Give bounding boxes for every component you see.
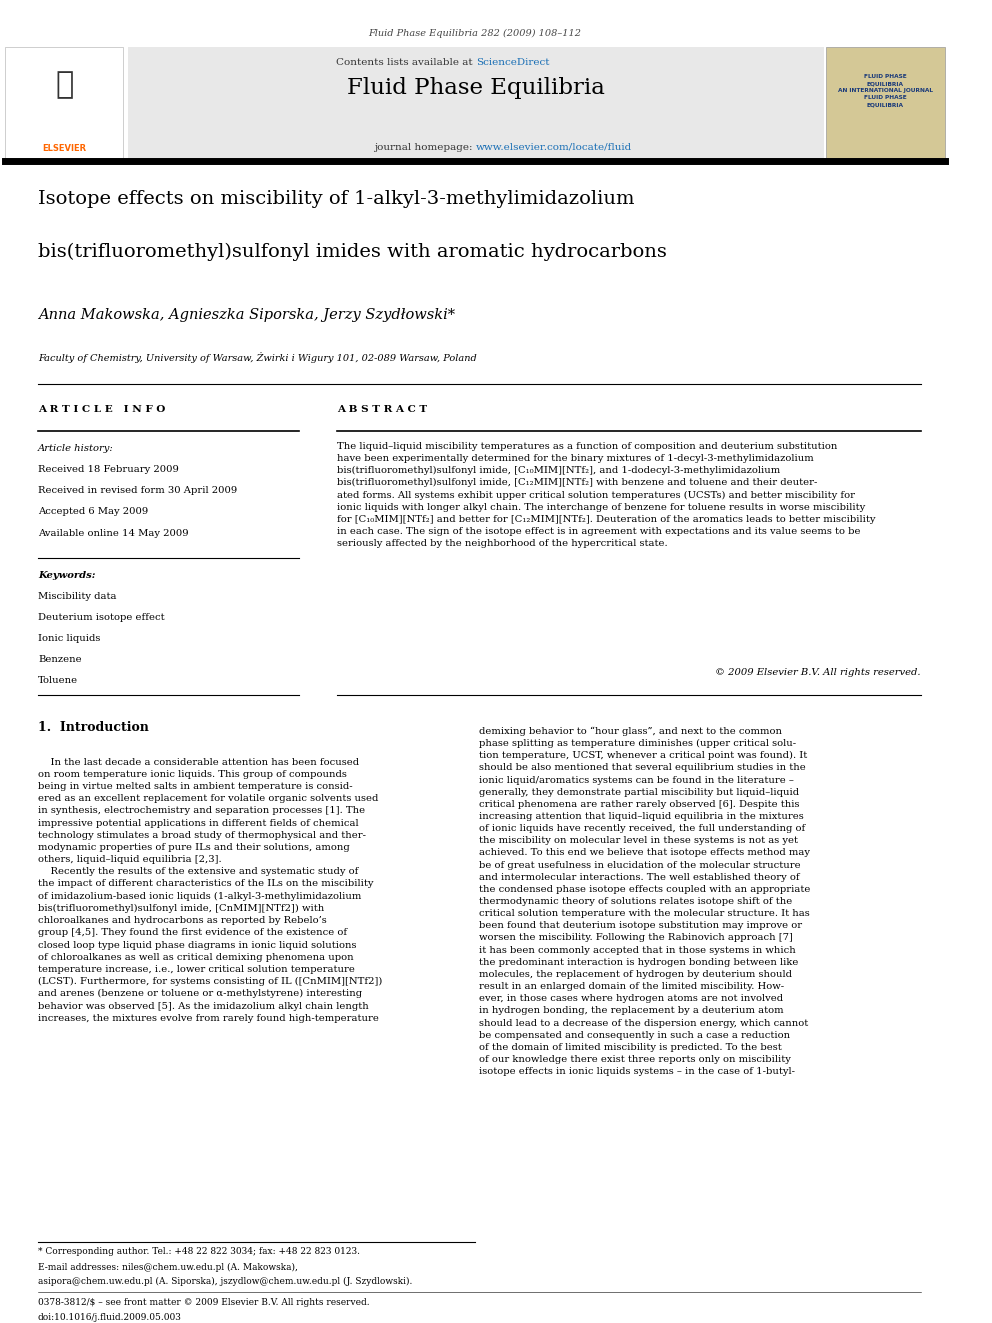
Text: © 2009 Elsevier B.V. All rights reserved.: © 2009 Elsevier B.V. All rights reserved… — [715, 668, 921, 677]
Text: Deuterium isotope effect: Deuterium isotope effect — [38, 613, 165, 622]
Text: The liquid–liquid miscibility temperatures as a function of composition and deut: The liquid–liquid miscibility temperatur… — [337, 442, 876, 548]
Text: * Corresponding author. Tel.: +48 22 822 3034; fax: +48 22 823 0123.: * Corresponding author. Tel.: +48 22 822… — [38, 1246, 360, 1256]
Text: 🌲: 🌲 — [56, 70, 73, 99]
Text: Received 18 February 2009: Received 18 February 2009 — [38, 466, 179, 474]
Text: Anna Makowska, Agnieszka Siporska, Jerzy Szydłowski*: Anna Makowska, Agnieszka Siporska, Jerzy… — [38, 308, 455, 323]
Text: Toluene: Toluene — [38, 676, 78, 685]
Text: Fluid Phase Equilibria: Fluid Phase Equilibria — [347, 77, 605, 99]
FancyBboxPatch shape — [826, 48, 944, 161]
FancyBboxPatch shape — [128, 48, 824, 161]
Text: bis(trifluoromethyl)sulfonyl imides with aromatic hydrocarbons: bis(trifluoromethyl)sulfonyl imides with… — [38, 242, 667, 261]
Text: A B S T R A C T: A B S T R A C T — [337, 405, 428, 414]
FancyBboxPatch shape — [5, 48, 123, 161]
Text: demixing behavior to “hour glass”, and next to the common
phase splitting as tem: demixing behavior to “hour glass”, and n… — [479, 726, 810, 1076]
Text: doi:10.1016/j.fluid.2009.05.003: doi:10.1016/j.fluid.2009.05.003 — [38, 1312, 182, 1322]
Text: Received in revised form 30 April 2009: Received in revised form 30 April 2009 — [38, 487, 237, 495]
Text: Faculty of Chemistry, University of Warsaw, Żwirki i Wigury 101, 02-089 Warsaw, : Faculty of Chemistry, University of Wars… — [38, 352, 477, 363]
Text: ScienceDirect: ScienceDirect — [476, 58, 550, 67]
Text: ELSEVIER: ELSEVIER — [43, 144, 86, 153]
Text: Fluid Phase Equilibria 282 (2009) 108–112: Fluid Phase Equilibria 282 (2009) 108–11… — [368, 29, 581, 38]
Text: Contents lists available at: Contents lists available at — [336, 58, 476, 67]
Text: 0378-3812/$ – see front matter © 2009 Elsevier B.V. All rights reserved.: 0378-3812/$ – see front matter © 2009 El… — [38, 1298, 370, 1307]
Text: FLUID PHASE
EQUILIBRIA
AN INTERNATIONAL JOURNAL
FLUID PHASE
EQUILIBRIA: FLUID PHASE EQUILIBRIA AN INTERNATIONAL … — [838, 74, 932, 107]
Text: A R T I C L E   I N F O: A R T I C L E I N F O — [38, 405, 166, 414]
Text: www.elsevier.com/locate/fluid: www.elsevier.com/locate/fluid — [476, 143, 632, 152]
Text: asipora@chem.uw.edu.pl (A. Siporska), jszydlow@chem.uw.edu.pl (J. Szydlowski).: asipora@chem.uw.edu.pl (A. Siporska), js… — [38, 1277, 413, 1286]
Text: Miscibility data: Miscibility data — [38, 591, 116, 601]
Text: Ionic liquids: Ionic liquids — [38, 634, 100, 643]
Text: Isotope effects on miscibility of 1-alkyl-3-methylimidazolium: Isotope effects on miscibility of 1-alky… — [38, 189, 635, 208]
Text: 1.  Introduction: 1. Introduction — [38, 721, 149, 734]
Text: Available online 14 May 2009: Available online 14 May 2009 — [38, 529, 188, 537]
Text: In the last decade a considerable attention has been focused
on room temperature: In the last decade a considerable attent… — [38, 758, 382, 1023]
Text: journal homepage:: journal homepage: — [374, 143, 476, 152]
Text: E-mail addresses: niles@chem.uw.edu.pl (A. Makowska),: E-mail addresses: niles@chem.uw.edu.pl (… — [38, 1262, 298, 1271]
Text: Article history:: Article history: — [38, 445, 114, 454]
Text: Accepted 6 May 2009: Accepted 6 May 2009 — [38, 508, 148, 516]
Text: Keywords:: Keywords: — [38, 570, 95, 579]
Text: Benzene: Benzene — [38, 655, 81, 664]
